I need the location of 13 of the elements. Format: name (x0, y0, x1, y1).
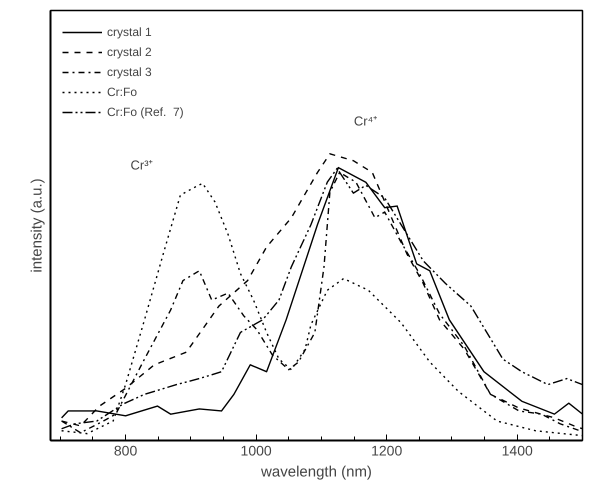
text: Cr⁴⁺ (354, 114, 378, 128)
x-tick-label: 1400 (502, 442, 534, 458)
legend-label: crystal 2 (107, 45, 152, 59)
x-tick-label: 800 (114, 442, 138, 458)
legend-label: Cr:Fo (Ref. 7) (107, 105, 184, 119)
x-tick-label: 1200 (371, 442, 402, 458)
y-axis-title: intensity (a.u.) (28, 178, 46, 273)
x-tick-label: 1000 (240, 442, 272, 458)
legend-label: crystal 1 (107, 25, 152, 39)
legend-label: crystal 3 (107, 65, 152, 79)
legend-label: Cr:Fo (107, 85, 137, 99)
x-axis-title: wavelength (nm) (260, 464, 372, 480)
annotation: Cr³⁺ (130, 158, 153, 172)
